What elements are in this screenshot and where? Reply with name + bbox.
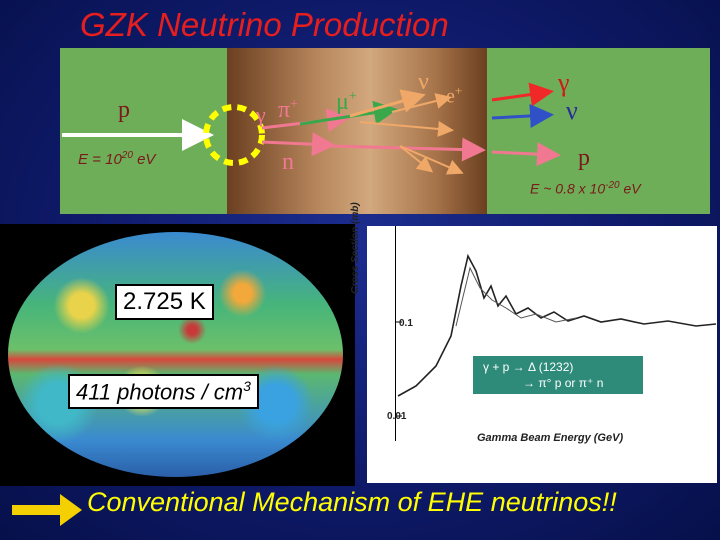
slide-title: GZK Neutrino Production	[80, 6, 449, 43]
cmb-sky-map	[8, 232, 343, 477]
incoming-proton-symbol: p	[118, 97, 130, 123]
reaction-line-1: γ + p → Δ (1232)	[483, 360, 574, 374]
plot-curve	[396, 253, 717, 417]
gamma-out-symbol: γ	[558, 68, 570, 97]
positron-charge: +	[454, 83, 463, 98]
cross-section-plot: Cross Section (mb) 0.1 0.01 Gamma Beam E…	[350, 202, 718, 483]
gamma-symbol: γ	[256, 102, 266, 127]
mid-neutrino-symbol: ν	[418, 69, 429, 95]
neutrino-out-symbol: ν	[566, 96, 578, 125]
incoming-energy-label: E = 1020 eV	[78, 150, 155, 168]
incoming-energy-unit: eV	[132, 151, 156, 168]
incoming-energy-text: E = 10	[78, 151, 122, 168]
muon-text: μ	[336, 89, 349, 115]
pion-symbol: π+	[278, 97, 299, 123]
incoming-energy-exponent: 20	[121, 150, 133, 161]
footer-arrow-head	[60, 494, 82, 526]
muon-charge: +	[348, 89, 357, 104]
plot-y-tick-low: 0.01	[387, 411, 407, 422]
plot-x-axis-label: Gamma Beam Energy (GeV)	[477, 432, 624, 444]
cmb-temperature-label: 2.725 K	[115, 284, 214, 320]
plot-area	[395, 226, 718, 441]
neutron-symbol: n	[282, 149, 294, 175]
outgoing-proton-symbol: p	[578, 145, 590, 171]
photon-density-text: 411 photons / cm	[76, 379, 244, 405]
pion-text: π	[278, 97, 291, 123]
reaction-box: γ + p → Δ (1232) → π° p or π⁺ n	[473, 356, 643, 394]
positron-text: e	[446, 85, 455, 108]
pion-charge: +	[290, 97, 299, 112]
cmb-map-panel	[0, 224, 355, 486]
footer-caption: Conventional Mechanism of EHE neutrinos!…	[87, 487, 617, 517]
photon-density-label: 411 photons / cm3	[68, 374, 259, 410]
outgoing-energy-exponent: -20	[605, 180, 620, 191]
plot-y-axis-label: Cross Section (mb)	[350, 202, 361, 294]
outgoing-energy-label: E ~ 0.8 x 10-20 eV	[530, 180, 641, 197]
outgoing-energy-text: E ~ 0.8 x 10	[530, 180, 606, 197]
positron-symbol: e+	[446, 84, 462, 107]
outgoing-energy-unit: eV	[619, 180, 641, 197]
reaction-line-2: → π° p or π⁺ n	[523, 376, 604, 390]
photon-density-exponent: 3	[243, 378, 251, 394]
muon-symbol: μ+	[336, 89, 357, 115]
plot-y-tick-high: 0.1	[399, 318, 413, 329]
